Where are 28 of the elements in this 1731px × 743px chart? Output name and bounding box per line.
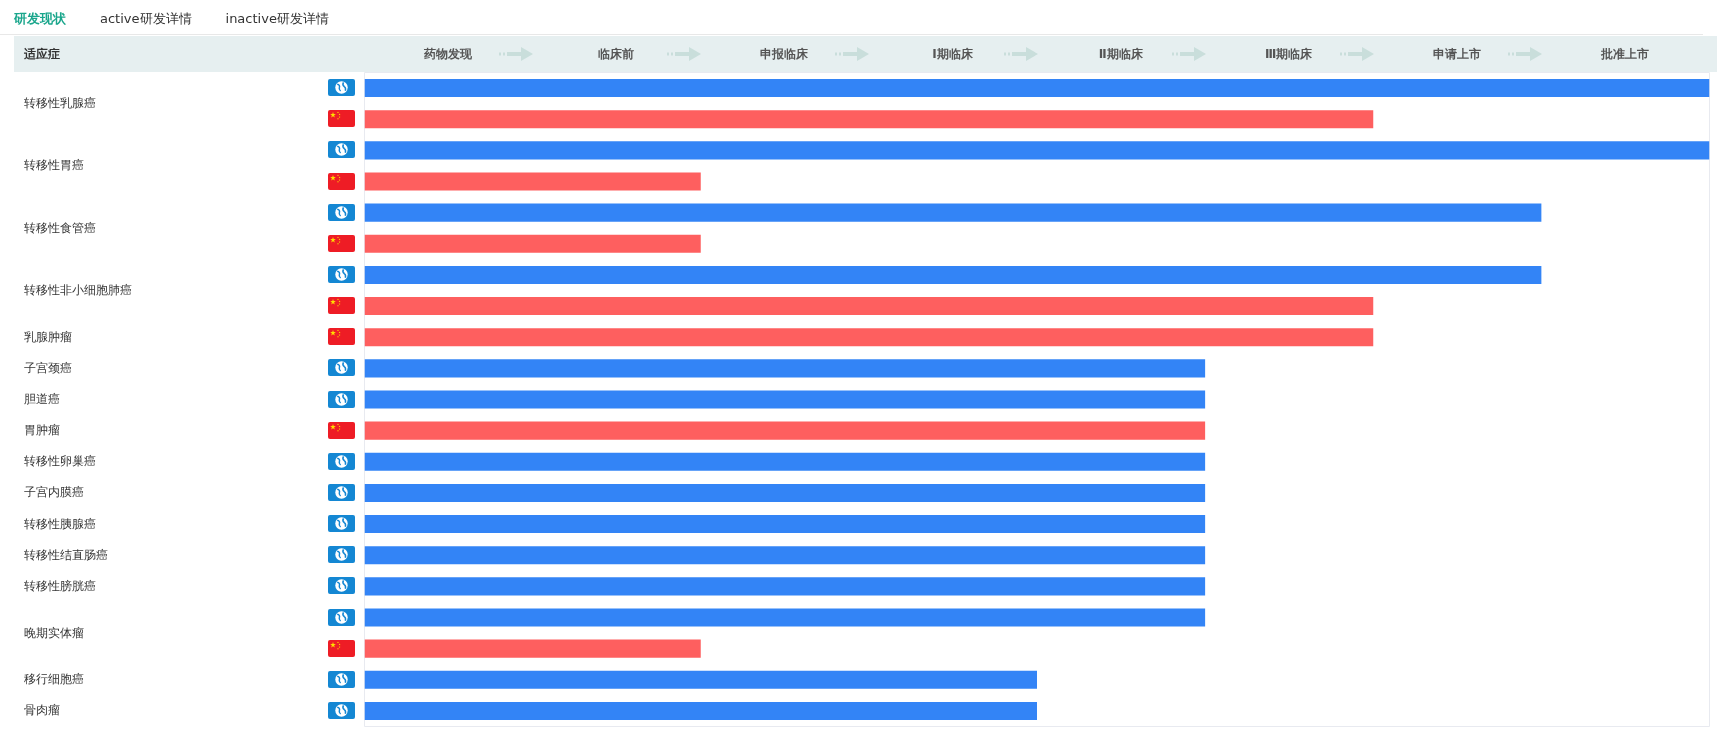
- y-tick-label: 转移性胃癌: [24, 157, 84, 174]
- text: 研发现状: [14, 10, 66, 38]
- y-tick-label: 子宫内膜癌: [24, 484, 84, 501]
- y-tick-label: 转移性乳腺癌: [24, 95, 96, 112]
- text: Ⅱ期临床: [1098, 46, 1143, 62]
- text: 申报临床: [760, 46, 809, 62]
- text: 申请上市: [1432, 46, 1481, 62]
- text: active研发详情: [100, 10, 192, 28]
- y-axis-title: 适应症: [24, 46, 60, 63]
- y-tick-label: 转移性膀胱癌: [24, 577, 96, 594]
- text: inactive研发详情: [225, 10, 329, 28]
- y-tick-label: 转移性结直肠癌: [24, 546, 108, 563]
- y-tick-label: 胆道癌: [24, 391, 60, 407]
- y-tick-label: 胃肿瘤: [24, 422, 60, 439]
- y-tick-label: 转移性胰腺癌: [24, 515, 96, 532]
- y-tick-label: 乳腺肿瘤: [24, 328, 72, 345]
- text: 批准上市: [1600, 46, 1649, 62]
- y-tick-label: 子宫颈癌: [24, 359, 72, 376]
- text: 药物发现: [424, 46, 473, 62]
- y-tick-label: 移行细胞癌: [24, 671, 84, 688]
- text: 临床前: [598, 46, 635, 62]
- y-tick-label: 转移性食管癌: [24, 219, 96, 236]
- y-tick-label: 转移性非小细胞肺癌: [24, 282, 132, 298]
- text: Ⅲ期临床: [1265, 46, 1313, 62]
- y-tick-label: 晚期实体瘤: [24, 624, 84, 641]
- text: Ⅰ期临床: [932, 46, 973, 62]
- y-tick-label: 骨肉瘤: [24, 702, 60, 719]
- y-tick-label: 转移性卵巢癌: [24, 453, 96, 470]
